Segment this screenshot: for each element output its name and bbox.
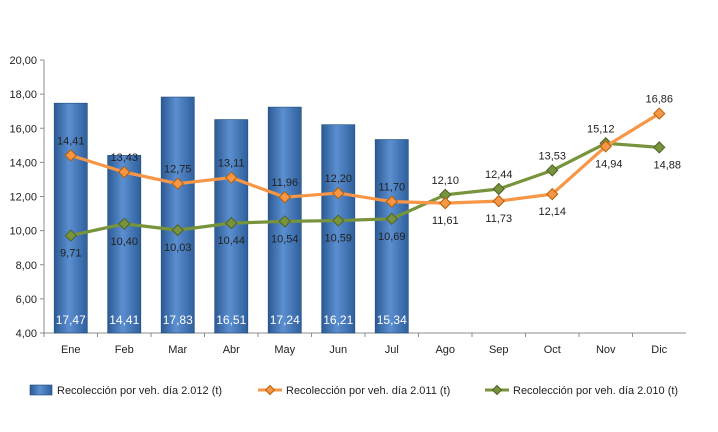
series-2010-point (492, 182, 505, 196)
bar (321, 124, 356, 334)
legend-label-2010: Recolección por veh. día 2.010 (t) (513, 385, 678, 397)
series-2011-data-label: 13,11 (218, 158, 245, 170)
bar-data-label: 17,83 (163, 313, 193, 327)
data-labels: 17,47 14,41 17,83 16,51 17,24 16,21 15,34 14,41… (56, 94, 681, 327)
bar-data-label: 15,34 (377, 313, 407, 327)
series-2010-data-label: 14,88 (653, 159, 681, 171)
x-tick-label: Dic (651, 344, 667, 356)
y-tick-label: 10,00 (9, 226, 37, 238)
series-2010-point (385, 212, 398, 226)
series-2010-data-label: 10,40 (110, 236, 138, 248)
axes: 4,00 6,00 8,00 10,00 12,00 14,00 16,00 18,00 20,… (9, 55, 686, 356)
bar-data-label: 17,24 (270, 313, 300, 327)
series-2010-point (64, 229, 77, 242)
y-tick-label: 20,00 (9, 55, 37, 67)
x-tick-label: Oct (544, 344, 561, 356)
bar (53, 102, 88, 334)
x-tick-label: Ene (61, 344, 81, 356)
y-tick-label: 12,00 (9, 192, 37, 204)
series-2010-data-label: 12,10 (431, 175, 459, 187)
bar (160, 96, 195, 334)
series-2011-data-label: 16,86 (645, 94, 673, 106)
bar-data-label: 16,21 (323, 313, 353, 327)
series-2010-line (70, 141, 660, 238)
series-2011-point (653, 107, 666, 120)
x-tick-label: Jul (385, 344, 399, 356)
legend: Recolección por veh. día 2.012 (t) Recole… (29, 384, 678, 397)
series-2011-data-label: 11,96 (271, 177, 298, 189)
x-tick-label: Nov (596, 344, 616, 356)
series-2010-data-label: 15,12 (587, 123, 615, 135)
series-2011-point (278, 190, 291, 204)
y-tick-label: 8,00 (16, 260, 37, 272)
series-2010-data-label: 12,44 (485, 169, 513, 181)
series-2010-point (546, 164, 559, 177)
x-tick-label: May (274, 344, 295, 356)
bar-series (53, 96, 409, 334)
x-tick-label: Sep (489, 344, 509, 356)
series-2011-point (225, 171, 238, 184)
bar (374, 139, 409, 334)
series-2010-point (171, 223, 184, 237)
series-2011-data-label: 11,73 (485, 213, 512, 225)
x-tick-label: Ago (435, 344, 455, 356)
bar (107, 155, 142, 334)
x-tick-label: Feb (115, 344, 134, 356)
x-tick-label: Mar (168, 344, 187, 356)
series-2011-data-label: 12,75 (164, 164, 192, 176)
series-2011-point (439, 196, 452, 210)
series-2011-data-label: 11,70 (378, 182, 405, 194)
series-2011-point (64, 149, 77, 162)
series-2010-data-label: 13,53 (538, 150, 566, 162)
series-2011-point (118, 165, 131, 179)
series-2011-point (492, 194, 505, 208)
series-2010-point (653, 141, 666, 154)
legend-swatch-2012 (29, 384, 53, 396)
series-2010-data-label: 9,71 (60, 248, 81, 260)
y-tick-label: 14,00 (9, 157, 37, 169)
legend-label-2011: Recolección por veh. día 2.011 (t) (286, 385, 450, 397)
series-2010-point (278, 215, 291, 228)
series-2010-point (332, 214, 345, 227)
y-tick-label: 16,00 (9, 123, 37, 135)
legend-label-2012: Recolección por veh. día 2.012 (t) (57, 385, 222, 397)
series-2011-point (599, 140, 612, 153)
series-2010-point (118, 217, 131, 231)
series-2010-data-label: 10,44 (217, 235, 245, 247)
legend-marker-2011 (264, 384, 276, 396)
series-2010-data-label: 10,69 (378, 231, 406, 243)
x-tick-label: Jun (329, 344, 347, 356)
series-2010-point (225, 216, 238, 230)
series-2011-data-label: 14,94 (595, 158, 623, 170)
series-2011-data-label: 12,14 (538, 206, 566, 218)
y-tick-label: 18,00 (9, 89, 37, 101)
series-2011-point (546, 187, 559, 201)
series-2010-data-label: 10,59 (324, 233, 352, 245)
series-2011-data-label: 12,20 (324, 173, 352, 185)
series-2011-data-label: 11,61 (432, 215, 459, 227)
series-2011-data-label: 13,43 (110, 152, 138, 164)
series-2011-point (332, 186, 345, 200)
series-2011-data-label: 14,41 (57, 135, 85, 147)
series-2011-point (385, 195, 398, 208)
series-2010-data-label: 10,03 (164, 242, 192, 254)
bar-data-label: 16,51 (216, 313, 246, 327)
series-2011-point (171, 177, 184, 190)
series-2011-line (70, 112, 661, 205)
y-tick-label: 6,00 (16, 294, 37, 306)
y-tick-label: 4,00 (16, 328, 37, 340)
series-2010-data-label: 10,54 (271, 233, 299, 245)
bar-data-label: 14,41 (109, 313, 139, 327)
line-series (64, 107, 666, 242)
bar-data-label: 17,47 (56, 313, 86, 327)
legend-marker-2010 (491, 384, 503, 396)
x-tick-label: Abr (223, 344, 240, 356)
